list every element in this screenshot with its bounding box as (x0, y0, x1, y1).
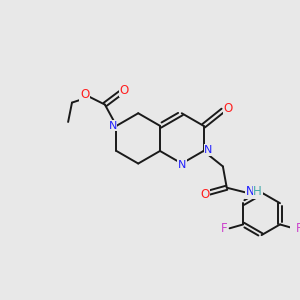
Text: N: N (108, 121, 117, 131)
Text: N: N (204, 145, 213, 155)
Text: F: F (220, 222, 227, 235)
Text: H: H (253, 185, 262, 198)
Text: O: O (80, 88, 89, 101)
Text: O: O (223, 102, 232, 115)
Text: O: O (200, 188, 209, 201)
Text: O: O (120, 84, 129, 97)
Text: N: N (178, 160, 186, 170)
Text: N: N (246, 185, 254, 198)
Text: F: F (296, 222, 300, 235)
